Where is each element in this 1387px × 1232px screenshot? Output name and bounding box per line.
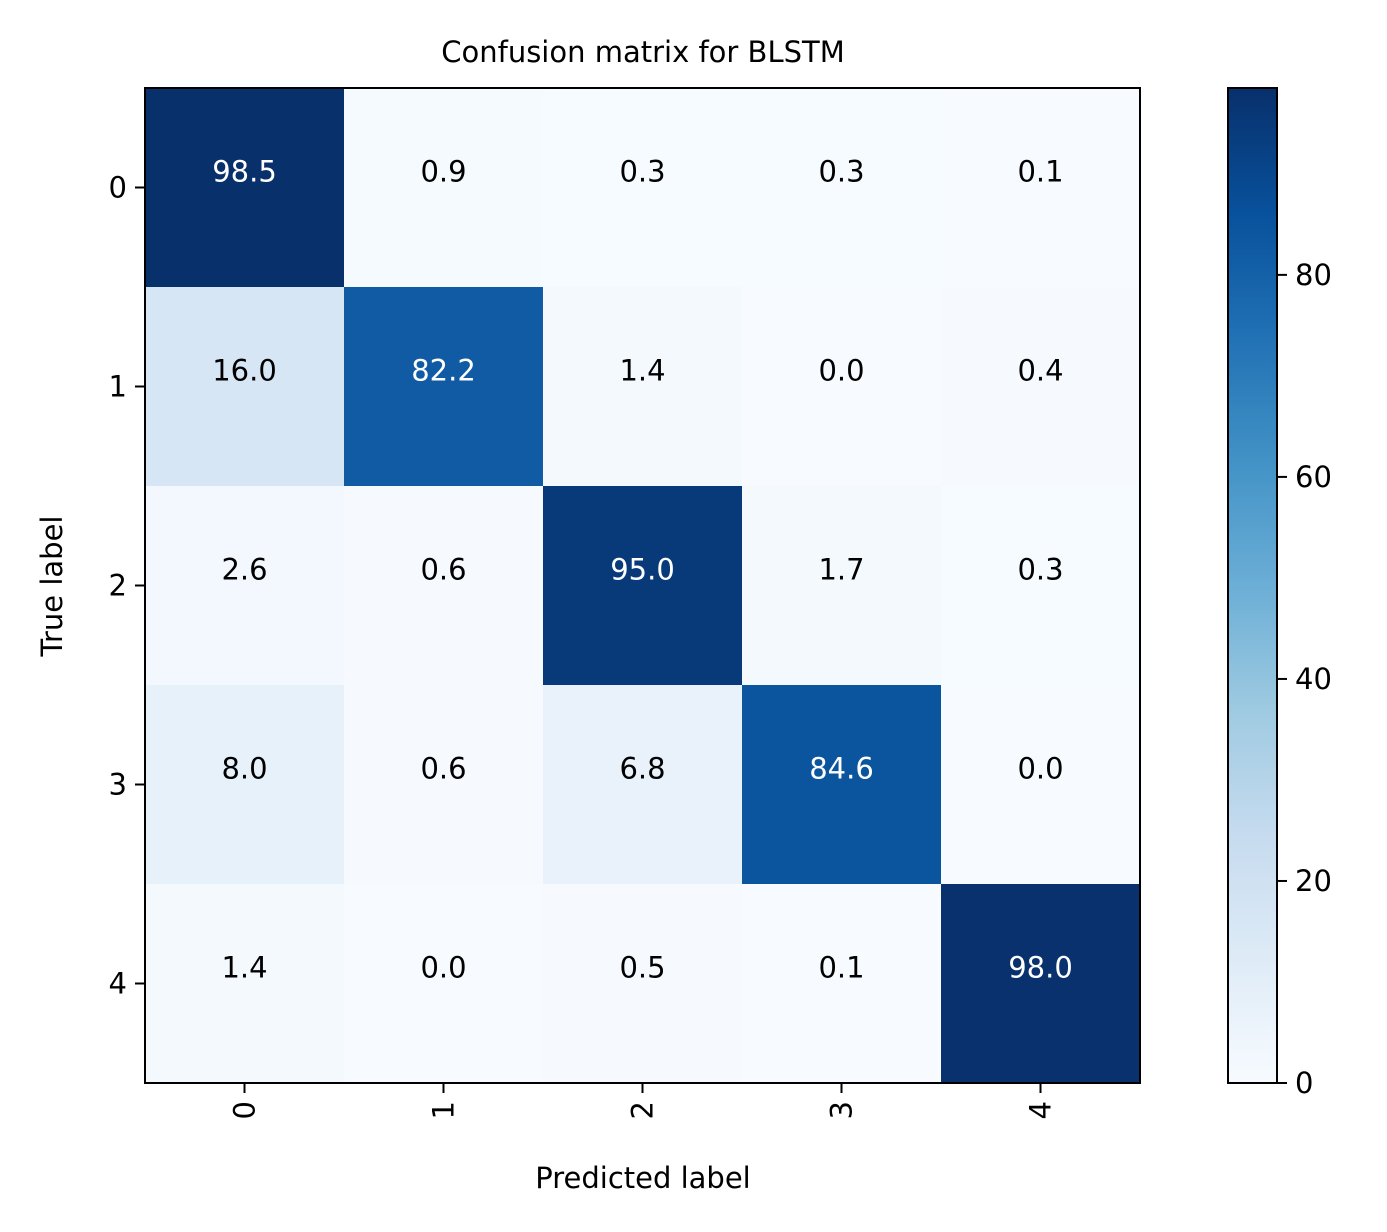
x-tick-label: 0 xyxy=(228,1101,262,1119)
cell-value-label: 0.0 xyxy=(818,354,864,388)
cell-value-label: 98.5 xyxy=(212,155,277,189)
x-tick-label: 1 xyxy=(427,1101,461,1119)
cell-value-label: 16.0 xyxy=(212,354,277,388)
cell-value-label: 1.4 xyxy=(619,354,665,388)
x-tick-label: 4 xyxy=(1024,1101,1058,1119)
heatmap-cell xyxy=(145,685,345,885)
y-axis-ticks: 0 1 2 3 4 xyxy=(109,171,145,1001)
heatmap-cell xyxy=(742,88,942,288)
heatmap-cell xyxy=(742,685,942,885)
cell-value-label: 0.9 xyxy=(420,155,466,189)
heatmap-cell xyxy=(543,88,743,288)
colorbar-tick-label: 20 xyxy=(1295,864,1332,898)
heatmap-cell xyxy=(543,287,743,487)
cell-value-label: 0.0 xyxy=(1017,752,1063,786)
colorbar-ticks: 0 20 40 60 80 xyxy=(1277,258,1332,1100)
cell-value-label: 98.0 xyxy=(1008,951,1073,985)
heatmap-cell xyxy=(344,884,544,1084)
x-axis-ticks: 0 1 2 3 4 xyxy=(228,1083,1058,1119)
chart-title: Confusion matrix for BLSTM xyxy=(441,35,845,69)
cell-value-labels: 98.5 0.9 0.3 0.3 0.1 16.0 82.2 1.4 0.0 0.4 2.6 0.6 9… xyxy=(212,155,1073,985)
heatmap-cell xyxy=(742,486,942,686)
y-tick-label: 4 xyxy=(109,967,127,1001)
y-tick-label: 1 xyxy=(109,370,127,404)
cell-value-label: 95.0 xyxy=(610,553,675,587)
cell-value-label: 1.4 xyxy=(221,951,267,985)
x-tick-label: 2 xyxy=(626,1101,660,1119)
heatmap-cell xyxy=(344,287,544,487)
colorbar-tick-label: 80 xyxy=(1295,258,1332,292)
cell-value-label: 0.1 xyxy=(818,951,864,985)
cell-value-label: 84.6 xyxy=(809,752,874,786)
heatmap-cell xyxy=(742,884,942,1084)
cell-value-label: 0.3 xyxy=(619,155,665,189)
heatmap-cell xyxy=(941,287,1141,487)
heatmap-cell xyxy=(344,486,544,686)
heatmap-cell xyxy=(543,486,743,686)
heatmap-cell xyxy=(543,884,743,1084)
cell-value-label: 0.5 xyxy=(619,951,665,985)
cell-value-label: 6.8 xyxy=(619,752,665,786)
colorbar-tick-label: 0 xyxy=(1295,1066,1313,1100)
heatmap-cell xyxy=(145,486,345,686)
x-axis-label: Predicted label xyxy=(535,1161,751,1195)
heatmap-cell xyxy=(145,287,345,487)
heatmap-cell xyxy=(941,88,1141,288)
colorbar xyxy=(1227,87,1278,1084)
heatmap-cell xyxy=(941,884,1141,1084)
cell-value-label: 1.7 xyxy=(818,553,864,587)
cell-value-label: 0.3 xyxy=(818,155,864,189)
heatmap-cell xyxy=(941,486,1141,686)
heatmap-cell xyxy=(742,287,942,487)
y-axis-label: True label xyxy=(35,516,69,658)
y-tick-label: 3 xyxy=(109,768,127,802)
cell-value-label: 82.2 xyxy=(411,354,476,388)
colorbar-tick-label: 60 xyxy=(1295,460,1332,494)
cell-value-label: 0.1 xyxy=(1017,155,1063,189)
cell-value-label: 0.6 xyxy=(420,752,466,786)
heatmap-cell xyxy=(344,88,544,288)
cell-value-label: 0.4 xyxy=(1017,354,1063,388)
heatmap-cells xyxy=(145,88,1141,1084)
y-tick-label: 0 xyxy=(109,171,127,205)
heatmap-cell xyxy=(543,685,743,885)
cell-value-label: 2.6 xyxy=(221,553,267,587)
heatmap-cell xyxy=(344,685,544,885)
x-tick-label: 3 xyxy=(825,1101,859,1119)
cell-value-label: 8.0 xyxy=(221,752,267,786)
y-tick-label: 2 xyxy=(109,569,127,603)
heatmap-cell xyxy=(145,884,345,1084)
colorbar-tick-label: 40 xyxy=(1295,662,1332,696)
cell-value-label: 0.3 xyxy=(1017,553,1063,587)
cell-value-label: 0.0 xyxy=(420,951,466,985)
cell-value-label: 0.6 xyxy=(420,553,466,587)
heatmap-cell xyxy=(941,685,1141,885)
heatmap-cell xyxy=(145,88,345,288)
